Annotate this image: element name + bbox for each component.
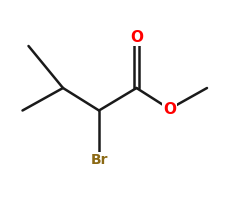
Text: O: O	[130, 29, 143, 45]
Text: O: O	[163, 102, 176, 116]
Text: Br: Br	[90, 153, 108, 167]
